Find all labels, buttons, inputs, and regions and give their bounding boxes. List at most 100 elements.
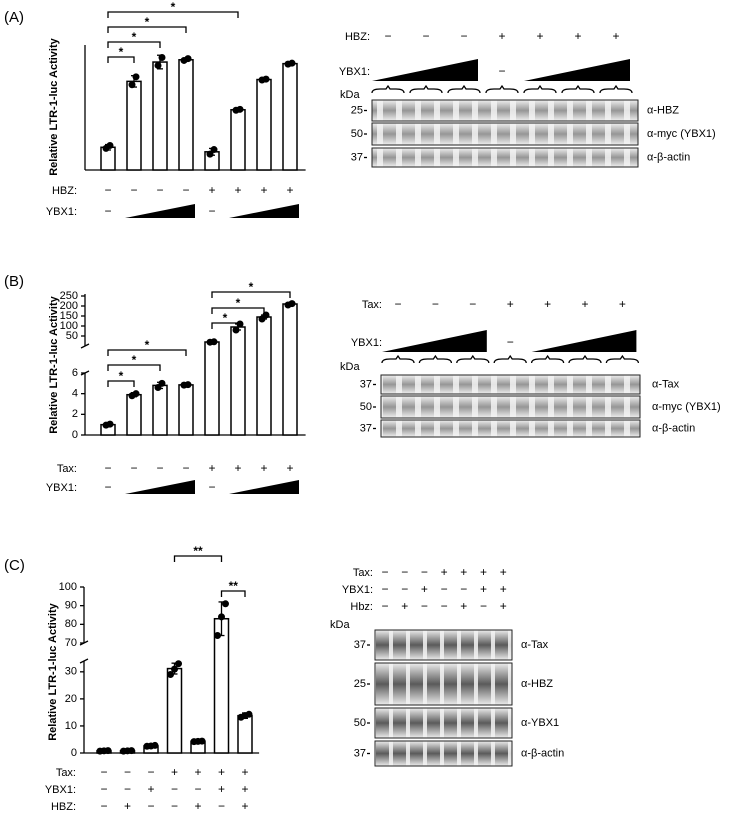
condition-sign: − [171,782,178,796]
condition-sign: + [286,461,293,475]
panel-label: (A) [4,9,24,26]
blot-condition-sign: + [460,565,467,579]
condition-sign: − [100,782,107,796]
y-tick-label: 10 [65,720,77,732]
condition-sign: + [218,782,225,796]
blot-condition-sign: + [612,29,619,43]
condition-sign: − [124,765,131,779]
blot-condition-sign: − [401,565,408,579]
condition-sign: − [147,765,154,779]
blot-strip-shade [371,122,639,146]
blot-condition-sign: + [544,297,551,311]
bar [282,62,298,171]
replicate-point [154,61,162,69]
antibody-label: α-YBX1 [521,717,559,729]
y-axis-label: Relative LTR-1-luc Activity [48,37,60,175]
condition-sign: + [124,799,131,813]
significance-bracket [107,26,187,33]
blot-condition-sign: − [498,64,505,78]
bar [166,667,183,754]
blot-condition-sign: + [619,297,626,311]
molecular-weight-marker: 50 [360,401,372,413]
y-tick-label: 6 [72,367,78,379]
blot-strip-shade [374,662,513,706]
condition-sign: + [241,799,248,813]
significance-label: ** [229,579,239,593]
y-tick-label: 90 [65,600,77,612]
y-tick-label: 20 [65,693,77,705]
bar [282,303,298,436]
blot-condition-sign: + [480,582,487,596]
condition-label: YBX1: [46,206,77,218]
antibody-label: α-myc (YBX1) [652,401,721,413]
replicate-point [184,381,192,389]
significance-bracket [211,307,265,314]
replicate-point [132,390,140,398]
significance-label: * [132,353,137,367]
antibody-label: α-myc (YBX1) [647,128,716,140]
blot-condition-label: Tax: [362,299,382,311]
y-tick-label: 0 [72,429,78,441]
significance-bracket [211,291,291,298]
blot-condition-sign: + [401,599,408,613]
condition-sign: + [194,799,201,813]
blot-condition-sign: − [421,565,428,579]
replicate-point [210,146,218,154]
bar [178,384,194,436]
condition-sign: − [208,480,215,494]
replicate-point [104,747,112,755]
antibody-label: α-Tax [652,378,680,390]
condition-label: YBX1: [45,784,76,796]
replicate-point [222,600,229,608]
condition-sign: − [100,765,107,779]
significance-bracket [107,349,187,356]
condition-sign: + [234,183,241,197]
kda-label: kDa [330,619,350,631]
bar [256,316,272,436]
y-tick-label: 50 [66,330,78,342]
y-tick-label: 4 [72,388,78,400]
blot-condition-sign: + [500,599,507,613]
condition-sign: − [182,461,189,475]
blot-condition-sign: − [480,599,487,613]
antibody-label: α-Tax [521,639,549,651]
replicate-point [184,55,192,63]
significance-label: * [119,45,124,59]
condition-sign: + [218,765,225,779]
condition-sign: − [104,461,111,475]
blot-condition-sign: − [381,599,388,613]
blot-condition-label: YBX1: [339,66,370,78]
condition-label: HBZ: [51,801,76,813]
blot-condition-sign: + [500,565,507,579]
condition-sign: − [208,204,215,218]
bar [230,326,246,436]
panel-label: (B) [4,273,24,290]
significance-label: ** [193,544,203,558]
condition-sign: + [171,765,178,779]
blot-condition-sign: + [581,297,588,311]
antibody-label: α-HBZ [521,678,553,690]
significance-bracket [107,41,161,48]
blot-condition-label: HBZ: [345,31,370,43]
y-tick-label: 0 [71,747,77,759]
condition-sign: + [147,782,154,796]
replicate-point [106,141,114,149]
replicate-point [151,741,159,749]
y-tick-label: 150 [60,310,78,322]
dose-triangle [382,330,487,352]
blot-strip-shade [371,147,639,168]
lane-brace [530,354,565,364]
dose-triangle [524,59,630,81]
replicate-point [288,59,296,67]
replicate-point [171,665,178,673]
y-axis-label: Relative LTR-1-luc Activity [48,295,60,433]
blot-condition-sign: − [384,29,391,43]
lane-brace [456,354,490,364]
y-tick-label: 100 [59,581,77,593]
blot-condition-sign: − [507,335,514,349]
bar [204,341,220,436]
significance-label: * [119,369,124,383]
replicate-point [132,73,140,81]
lane-brace [447,84,481,94]
y-tick-label: 30 [65,666,77,678]
